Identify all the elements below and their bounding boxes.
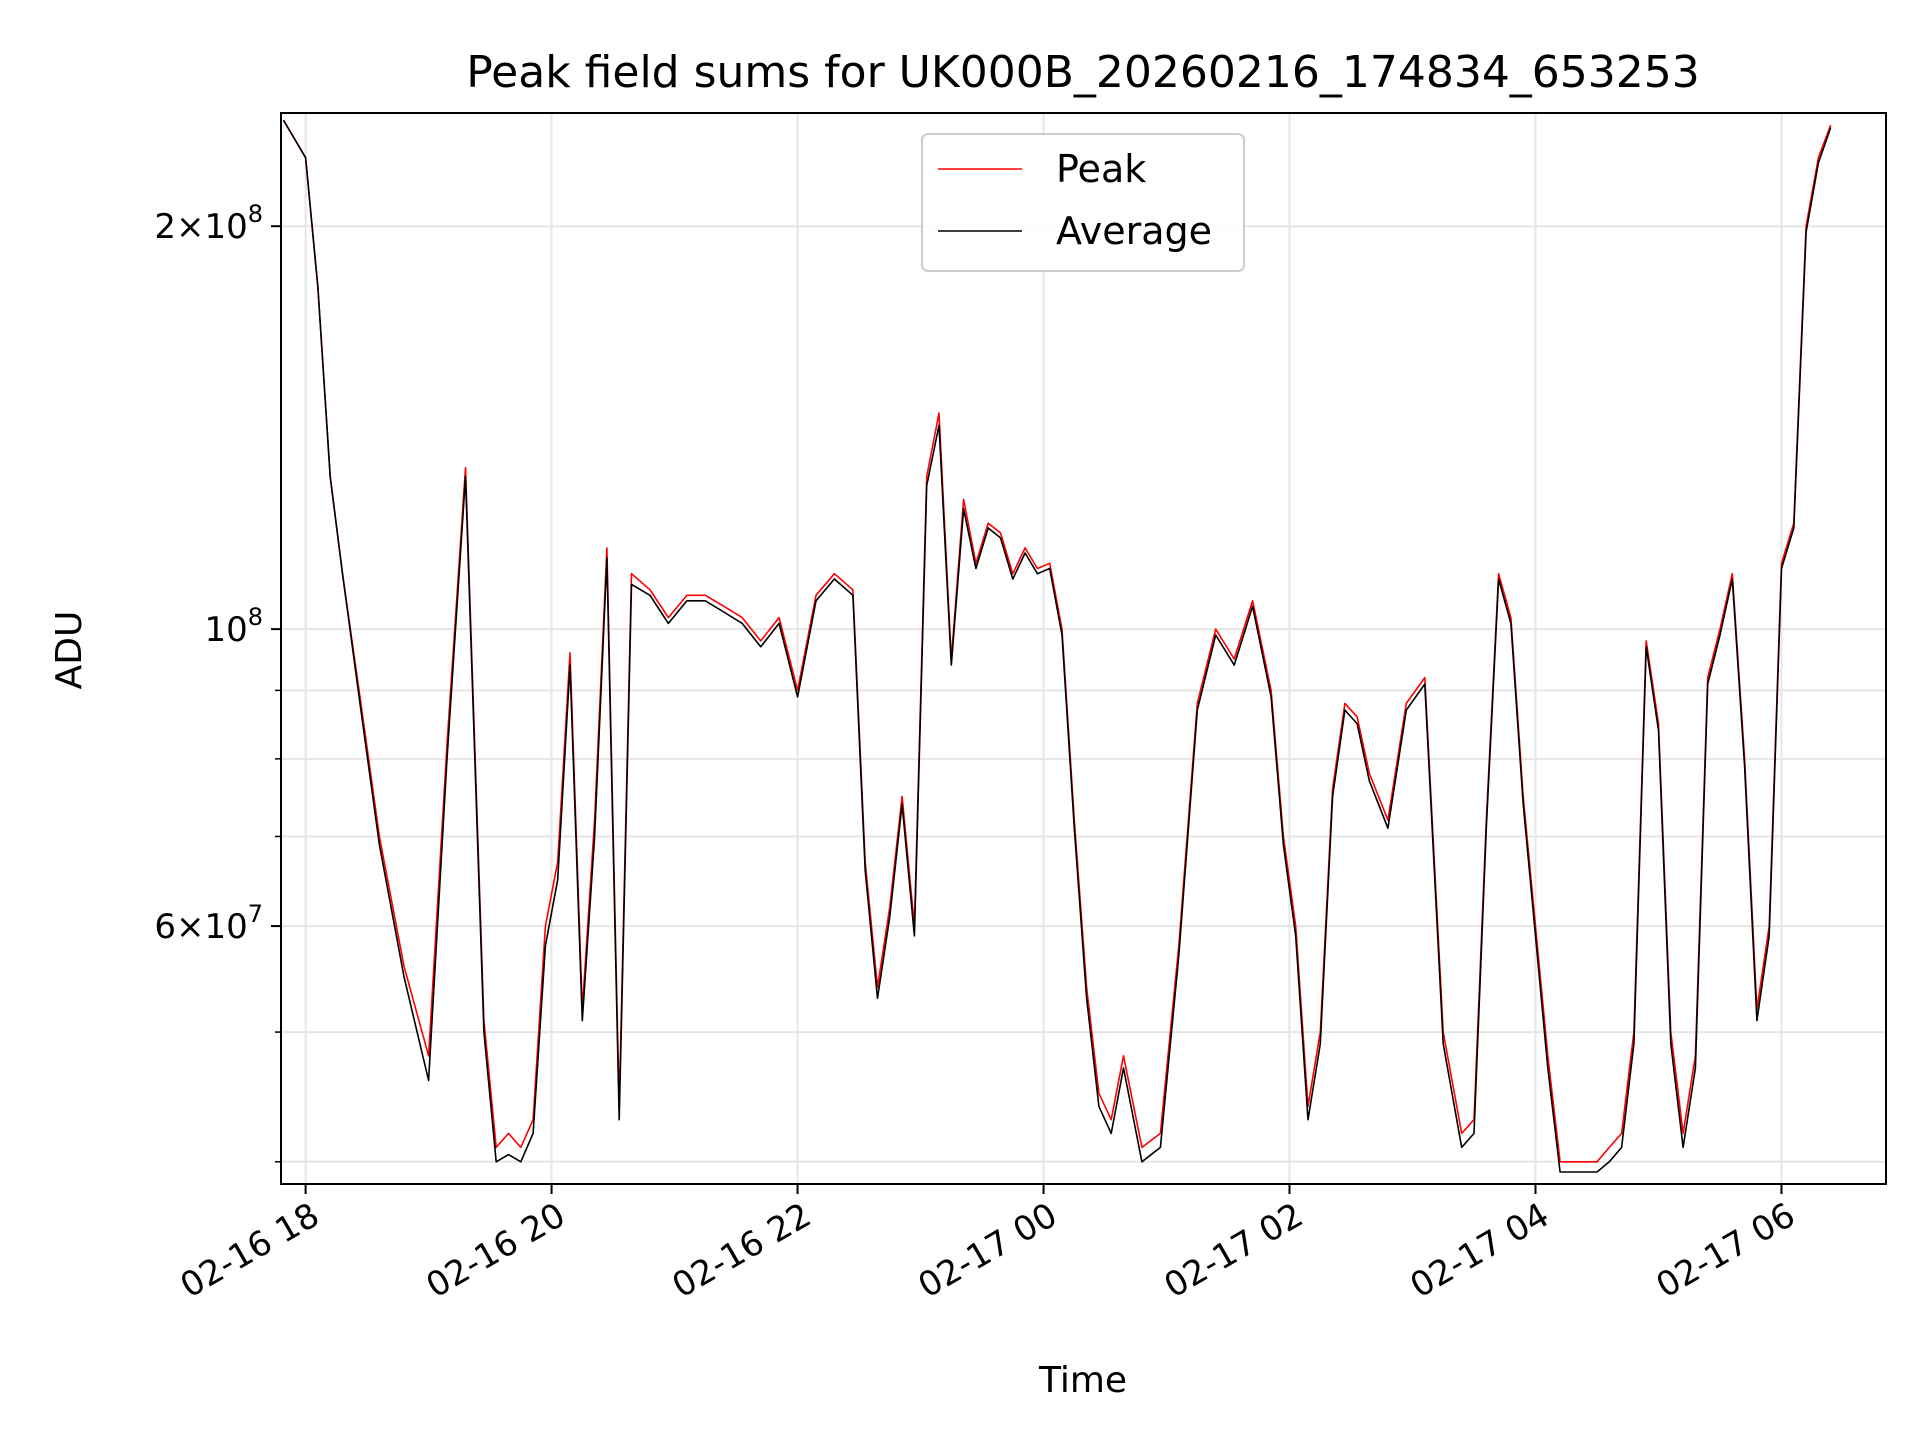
y-tick-label: 6×107: [154, 900, 263, 947]
legend-average-label: Average: [1056, 209, 1212, 253]
y-tick-label: 2×108: [154, 200, 263, 247]
y-tick-label: 108: [204, 603, 263, 650]
plot-frame: [280, 112, 1887, 1185]
legend-peak-label: Peak: [1056, 147, 1146, 191]
average-series-line: [282, 119, 1832, 1173]
x-axis-label: Time: [1038, 1360, 1127, 1401]
chart-title: Peak field sums for UK000B_20260216_1748…: [466, 47, 1700, 98]
y-axis-label: ADU: [49, 611, 90, 690]
y-axis: 108 2×108 6×107: [154, 200, 281, 1163]
legend: Peak Average: [921, 133, 1245, 272]
series-layer: [282, 119, 1832, 1173]
